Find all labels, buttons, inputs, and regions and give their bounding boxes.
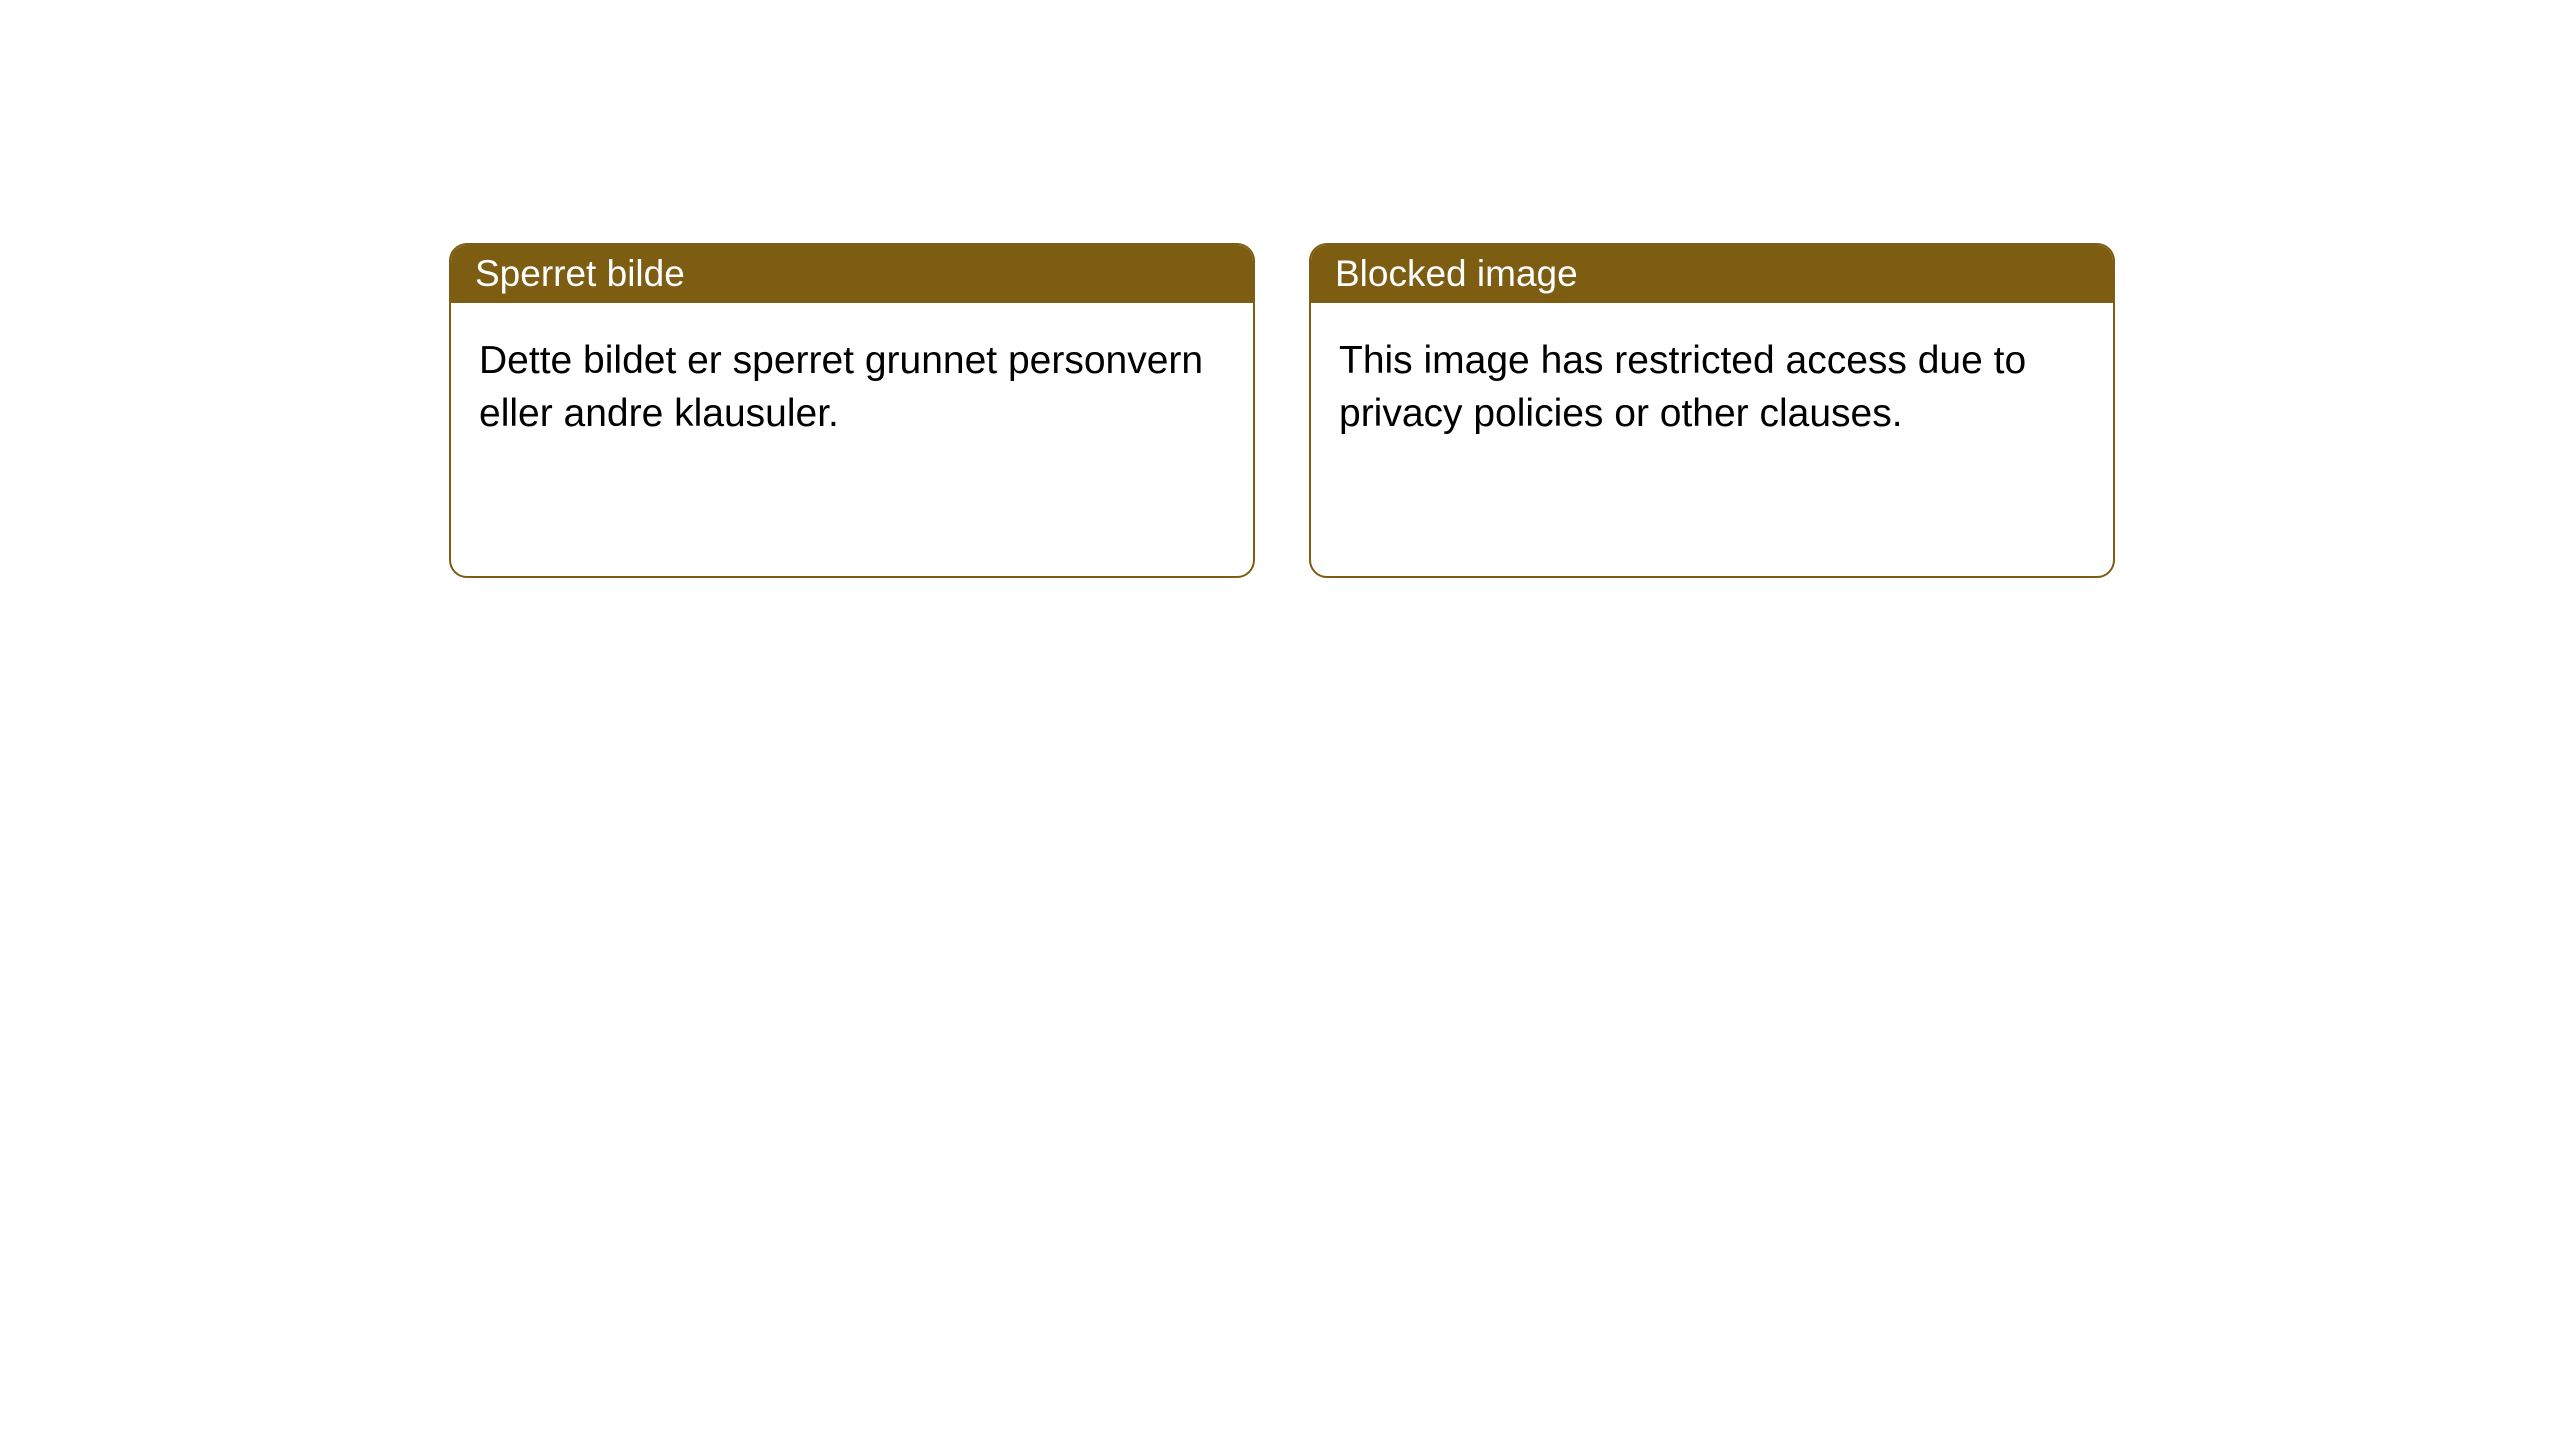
card-header-en: Blocked image xyxy=(1311,245,2113,303)
blocked-image-card-no: Sperret bilde Dette bildet er sperret gr… xyxy=(449,243,1255,578)
card-header-no: Sperret bilde xyxy=(451,245,1253,303)
card-body-en: This image has restricted access due to … xyxy=(1311,303,2113,472)
blocked-image-cards: Sperret bilde Dette bildet er sperret gr… xyxy=(0,0,2560,578)
card-body-no: Dette bildet er sperret grunnet personve… xyxy=(451,303,1253,472)
blocked-image-card-en: Blocked image This image has restricted … xyxy=(1309,243,2115,578)
